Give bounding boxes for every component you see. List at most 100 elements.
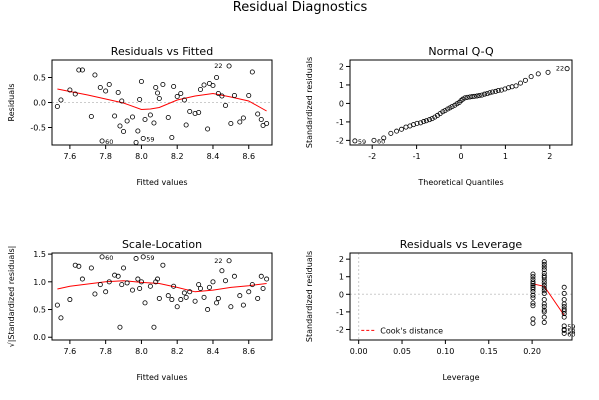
data-point — [129, 287, 135, 293]
data-point — [561, 311, 567, 317]
figure-title: Residual Diagnostics — [233, 0, 368, 15]
point-label: 60 — [567, 330, 575, 338]
data-point — [58, 97, 64, 103]
y-tick-label: -2 — [336, 325, 344, 334]
data-point — [106, 279, 112, 285]
data-point — [423, 118, 429, 124]
data-point — [135, 276, 141, 282]
x-tick-label: -1 — [413, 152, 421, 161]
data-point — [471, 93, 477, 99]
data-point — [541, 283, 547, 289]
data-point — [155, 276, 161, 282]
x-tick-label: 0.10 — [436, 347, 454, 356]
panel-title: Scale-Location — [122, 238, 202, 251]
y-tick-label: 0.5 — [33, 306, 46, 315]
smooth-line — [57, 88, 267, 112]
data-point — [187, 289, 193, 295]
data-point — [187, 109, 193, 115]
data-point — [174, 304, 180, 310]
data-point — [541, 277, 547, 283]
x-tick-label: 2 — [547, 152, 552, 161]
data-point — [106, 82, 112, 88]
data-point — [115, 273, 121, 279]
data-point — [196, 110, 202, 116]
x-tick-label: 7.8 — [99, 347, 112, 356]
data-point — [67, 87, 73, 93]
data-point — [561, 327, 567, 333]
y-tick-label: 0 — [339, 99, 344, 108]
x-tick-label: 8.2 — [171, 347, 184, 356]
data-point — [147, 112, 153, 118]
data-point — [151, 120, 157, 126]
data-point — [219, 93, 225, 99]
data-point — [215, 91, 221, 97]
data-point — [429, 116, 435, 122]
data-point — [210, 279, 216, 285]
panel-title: Residuals vs Leverage — [400, 238, 523, 251]
data-point — [394, 128, 400, 134]
x-tick-label: 8.6 — [242, 347, 255, 356]
data-point — [214, 300, 220, 306]
data-point — [541, 301, 547, 307]
point-label: 22 — [214, 62, 222, 70]
data-point — [58, 315, 64, 321]
data-point — [561, 284, 567, 290]
x-tick-label: 7.6 — [64, 152, 77, 161]
data-point — [388, 130, 394, 136]
data-point — [214, 75, 220, 81]
x-tick-label: 0.15 — [480, 347, 498, 356]
data-point — [160, 82, 166, 88]
data-point — [541, 307, 547, 313]
y-tick-label: 1.5 — [33, 250, 46, 259]
data-point — [67, 297, 73, 303]
data-point — [88, 114, 94, 120]
x-tick-label: 0.05 — [393, 347, 411, 356]
data-point — [474, 93, 480, 99]
y-axis-label: Standardized residuals — [305, 57, 314, 148]
data-point — [462, 95, 468, 101]
data-point — [147, 283, 153, 289]
data-point — [228, 121, 234, 127]
data-point — [142, 300, 148, 306]
data-point — [490, 89, 496, 95]
data-point — [246, 93, 252, 99]
data-point — [192, 298, 198, 304]
point-label: 59 — [146, 136, 154, 144]
data-point — [171, 283, 177, 289]
data-point — [530, 271, 536, 277]
data-point — [561, 297, 567, 303]
point-label: 60 — [105, 138, 113, 146]
data-point — [530, 286, 536, 292]
x-tick-label: 1 — [503, 152, 508, 161]
y-tick-label: -2 — [336, 136, 344, 145]
data-point — [561, 330, 567, 336]
data-point — [99, 254, 105, 260]
data-point — [418, 120, 424, 126]
y-axis-label: √|Standardized residuals| — [7, 246, 16, 348]
data-point — [124, 280, 130, 286]
data-point — [140, 135, 146, 141]
x-tick-label: 7.8 — [99, 152, 112, 161]
data-point — [231, 273, 237, 279]
data-point — [135, 128, 141, 134]
data-point — [352, 138, 358, 144]
data-point — [522, 77, 528, 83]
data-point — [541, 304, 547, 310]
data-point — [530, 300, 536, 306]
x-tick-label: 8.0 — [135, 347, 148, 356]
data-point — [76, 67, 82, 73]
data-point — [530, 281, 536, 287]
data-point — [541, 280, 547, 286]
panel-title: Normal Q-Q — [428, 45, 494, 58]
data-point — [541, 275, 547, 281]
data-point — [112, 113, 118, 119]
data-point — [121, 265, 127, 271]
y-tick-label: 0.0 — [33, 333, 46, 342]
data-point — [541, 264, 547, 270]
data-point — [156, 295, 162, 301]
y-tick-label: -1 — [336, 308, 344, 317]
data-point — [142, 117, 148, 123]
data-point — [137, 97, 143, 103]
data-point — [97, 85, 103, 91]
x-tick-label: 8.2 — [171, 152, 184, 161]
